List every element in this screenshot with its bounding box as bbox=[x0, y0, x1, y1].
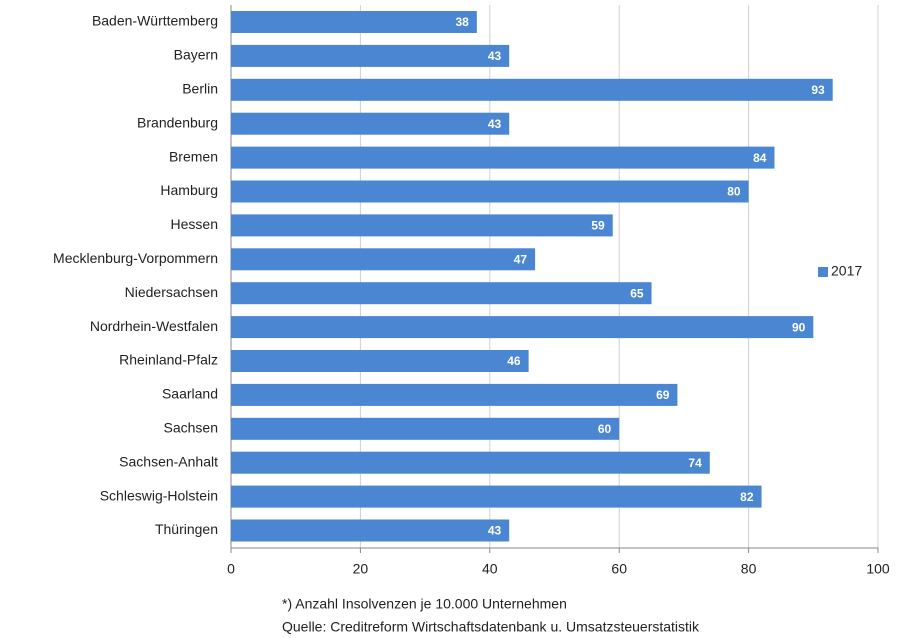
value-label: 60 bbox=[598, 422, 612, 436]
y-tick-label: Saarland bbox=[162, 386, 218, 402]
y-tick-label: Nordrhein-Westfalen bbox=[90, 318, 218, 334]
y-tick-label: Bremen bbox=[169, 148, 218, 164]
value-label: 46 bbox=[507, 354, 521, 368]
y-tick-label: Bayern bbox=[174, 47, 218, 63]
footnote: Quelle: Creditreform Wirtschaftsdatenban… bbox=[282, 619, 700, 635]
bar bbox=[231, 146, 775, 169]
y-tick-label: Mecklenburg-Vorpommern bbox=[53, 250, 218, 266]
value-label: 43 bbox=[488, 117, 502, 131]
y-tick-label: Berlin bbox=[182, 81, 218, 97]
y-tick-label: Brandenburg bbox=[137, 114, 218, 130]
value-label: 38 bbox=[456, 15, 470, 29]
bar bbox=[231, 350, 529, 372]
bar bbox=[231, 282, 652, 305]
y-tick-label: Hessen bbox=[171, 216, 218, 232]
bar bbox=[231, 383, 678, 406]
bar bbox=[231, 11, 477, 33]
y-tick-label: Niedersachsen bbox=[125, 284, 218, 300]
bar bbox=[231, 78, 833, 101]
x-tick-label: 0 bbox=[227, 561, 235, 577]
y-tick-label: Baden-Württemberg bbox=[92, 13, 218, 29]
value-label: 43 bbox=[488, 49, 502, 63]
x-tick-label: 80 bbox=[741, 561, 757, 577]
footnote: *) Anzahl Insolvenzen je 10.000 Unterneh… bbox=[282, 596, 567, 612]
value-label: 84 bbox=[753, 151, 767, 165]
value-label: 59 bbox=[591, 219, 605, 233]
x-tick-label: 100 bbox=[866, 561, 890, 577]
x-tick-label: 60 bbox=[611, 561, 627, 577]
bar bbox=[231, 451, 710, 474]
y-tick-label: Hamburg bbox=[160, 182, 218, 198]
value-label: 47 bbox=[514, 252, 528, 266]
value-label: 69 bbox=[656, 388, 670, 402]
bar bbox=[231, 417, 620, 440]
bar bbox=[231, 112, 510, 135]
bar bbox=[231, 316, 814, 339]
value-label: 82 bbox=[740, 490, 754, 504]
legend-label: 2017 bbox=[831, 263, 862, 279]
x-tick-label: 40 bbox=[482, 561, 498, 577]
bar bbox=[231, 248, 536, 271]
value-label: 43 bbox=[488, 524, 502, 538]
value-label: 65 bbox=[630, 286, 644, 300]
bar bbox=[231, 180, 749, 203]
bar bbox=[231, 214, 613, 237]
y-tick-label: Sachsen-Anhalt bbox=[119, 453, 218, 469]
value-label: 93 bbox=[811, 83, 825, 97]
value-label: 80 bbox=[727, 185, 741, 199]
y-tick-label: Sachsen bbox=[164, 420, 218, 436]
y-tick-label: Rheinland-Pfalz bbox=[119, 352, 218, 368]
bar bbox=[231, 519, 510, 542]
bar bbox=[231, 44, 510, 67]
bar bbox=[231, 485, 762, 508]
legend-swatch bbox=[818, 267, 828, 277]
value-label: 90 bbox=[792, 320, 806, 334]
x-tick-label: 20 bbox=[353, 561, 369, 577]
y-tick-label: Schleswig-Holstein bbox=[100, 487, 218, 503]
y-tick-label: Thüringen bbox=[155, 521, 218, 537]
value-label: 74 bbox=[688, 456, 702, 470]
